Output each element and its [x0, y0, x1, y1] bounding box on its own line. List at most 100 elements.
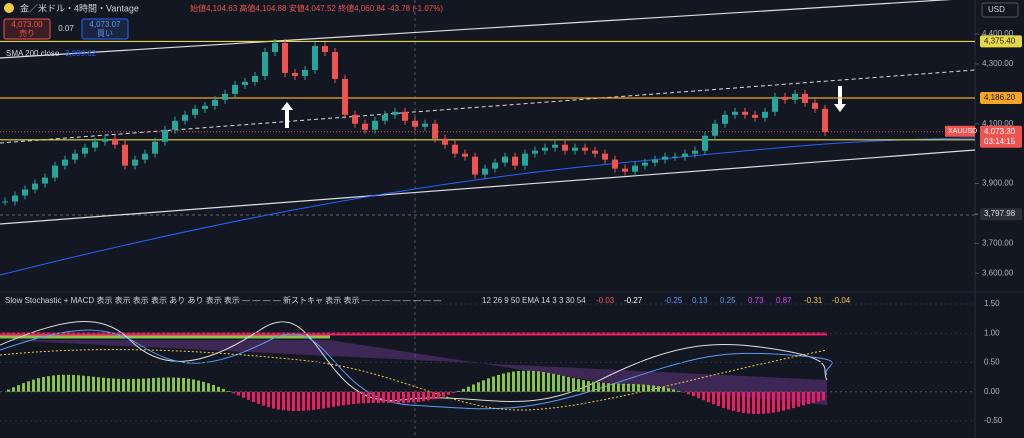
- countdown: 03:14:15: [984, 137, 1016, 146]
- histogram-bar: [122, 378, 125, 392]
- candle: [502, 156, 508, 163]
- candle: [32, 183, 38, 190]
- histogram-bar: [22, 383, 25, 392]
- candle: [732, 111, 738, 115]
- candle: [512, 156, 518, 166]
- histogram-bar: [82, 375, 85, 392]
- candle: [542, 147, 548, 151]
- buy-button[interactable]: [81, 18, 129, 40]
- candle: [742, 111, 748, 115]
- histogram-bar: [517, 371, 520, 392]
- histogram-bar: [497, 374, 500, 392]
- sell-label: 売り: [19, 28, 35, 38]
- histogram-bar: [112, 378, 115, 392]
- histogram-bar: [582, 380, 585, 392]
- histogram-bar: [632, 384, 635, 392]
- histogram-bar: [347, 391, 350, 405]
- histogram-bar: [342, 391, 345, 406]
- currency-button[interactable]: [981, 2, 1019, 18]
- histogram-bar: [357, 391, 360, 404]
- histogram-bar: [337, 391, 340, 407]
- candle: [362, 123, 368, 130]
- histogram-bar: [327, 391, 330, 408]
- histogram-bar: [607, 383, 610, 392]
- candle: [602, 153, 608, 160]
- candle: [662, 156, 668, 160]
- candle: [822, 108, 828, 132]
- candle: [642, 162, 648, 166]
- histogram-bar: [447, 391, 450, 395]
- histogram-bar: [572, 378, 575, 392]
- candle: [102, 138, 108, 142]
- histogram-bar: [387, 391, 390, 403]
- candle: [682, 153, 688, 157]
- histogram-bar: [667, 388, 670, 392]
- candle: [672, 156, 678, 158]
- price-tick-label: 3,600.00: [982, 268, 1014, 277]
- ind-tick-label: 1.50: [984, 299, 1000, 308]
- level-label: 4,375.40: [984, 37, 1016, 46]
- histogram-bar: [297, 391, 300, 412]
- indicator-value: 0.87: [776, 296, 792, 305]
- price-tick-label: 4,100.00: [982, 119, 1014, 128]
- histogram-bar: [487, 378, 490, 392]
- candle: [122, 144, 128, 166]
- histogram-bar: [362, 391, 365, 404]
- level-tag: [980, 92, 1022, 105]
- histogram-bar: [247, 391, 250, 400]
- histogram-bar: [722, 391, 725, 408]
- histogram-bar: [17, 385, 20, 392]
- candle: [242, 81, 248, 85]
- histogram-bar: [737, 391, 740, 413]
- candle: [712, 123, 718, 136]
- candle: [322, 46, 328, 53]
- histogram-bar: [612, 383, 615, 392]
- histogram-bar: [92, 376, 95, 392]
- level-label: 3,797.98: [984, 209, 1016, 218]
- histogram-bar: [647, 384, 650, 392]
- sell-button[interactable]: [3, 18, 51, 40]
- histogram-bar: [692, 391, 695, 397]
- candle: [332, 52, 338, 79]
- candle: [172, 120, 178, 130]
- ind-tick-label: 0.00: [984, 387, 1000, 396]
- histogram-bar: [712, 391, 715, 405]
- candle: [42, 177, 48, 184]
- indicator-value: -0.03: [596, 296, 615, 305]
- ohlc: 始値4,104.63 高値4,104.88 安値4,047.52 終値4,060…: [190, 3, 443, 13]
- candle: [692, 150, 698, 154]
- histogram-bar: [117, 378, 120, 392]
- histogram-bar: [187, 378, 190, 392]
- histogram-bar: [227, 391, 230, 392]
- histogram-bar: [242, 391, 245, 398]
- histogram-bar: [262, 391, 265, 406]
- histogram-bar: [62, 374, 65, 392]
- candle: [272, 43, 278, 53]
- histogram-bar: [177, 377, 180, 392]
- candle: [82, 147, 88, 154]
- histogram-bar: [762, 391, 765, 414]
- candle: [562, 144, 568, 151]
- candle: [612, 159, 618, 169]
- histogram-bar: [407, 391, 410, 403]
- indicator-value: 0.25: [720, 296, 736, 305]
- candle: [452, 144, 458, 154]
- candle: [442, 138, 448, 145]
- histogram-bar: [302, 391, 305, 411]
- level-label: 4,186.20: [984, 93, 1016, 102]
- histogram-bar: [492, 376, 495, 392]
- currency: USD: [988, 5, 1005, 14]
- histogram-bar: [477, 382, 480, 392]
- histogram-bar: [137, 378, 140, 392]
- histogram-bar: [97, 377, 100, 392]
- candle: [552, 144, 558, 148]
- histogram-bar: [482, 380, 485, 392]
- histogram-bar: [702, 391, 705, 401]
- histogram-bar: [377, 391, 380, 403]
- histogram-bar: [202, 381, 205, 392]
- price-tick-label: 4,300.00: [982, 59, 1014, 68]
- candle: [302, 69, 308, 76]
- histogram-bar: [132, 378, 135, 392]
- candle: [212, 99, 218, 106]
